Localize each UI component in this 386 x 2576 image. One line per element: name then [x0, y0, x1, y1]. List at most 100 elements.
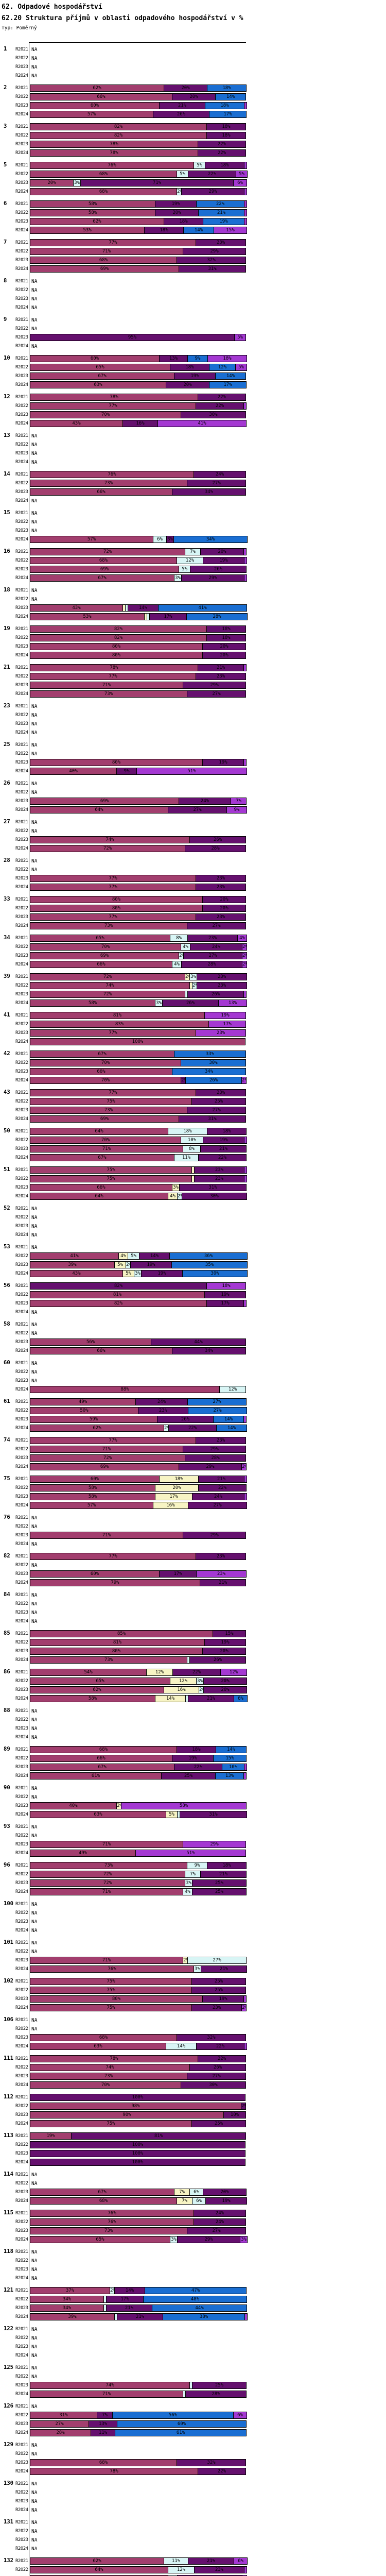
bar-segment-rec — [178, 1811, 180, 1818]
year-label: R2024 — [15, 73, 28, 78]
bar-segment-pop: 75% — [30, 1176, 192, 1182]
year-label: R2021 — [15, 858, 28, 863]
table-row: R2021 NA — [15, 432, 246, 439]
table-row: R2024 65% 3% 29% 3% — [15, 2236, 248, 2243]
bar-segment-pop: 70% — [30, 1060, 181, 1066]
bar-group: 126 R2021 NA R2022 31% 7% 56% 6% R2023 27% 13% 60% R… — [4, 2403, 247, 2436]
bar-segment-pop: 64% — [30, 1128, 168, 1134]
group-id-label: 113 — [4, 2132, 13, 2139]
year-label: R2021 — [15, 1979, 28, 1984]
group-id-label: 114 — [4, 2171, 13, 2177]
group-id-label: 10 — [4, 355, 10, 361]
stacked-bar: 39% 21% 38% — [30, 2313, 248, 2320]
stacked-bar: 65% 3% 29% 3% — [30, 2236, 248, 2243]
table-row: R2021 78% 22% — [15, 2055, 246, 2062]
bar-group: 58 R2021 NA R2022 NA R2023 56% 44% R2024 66% 34% — [4, 1321, 246, 1354]
bar-segment-rec: 2% — [164, 1425, 169, 1431]
stacked-bar: 100% — [30, 2150, 245, 2157]
stacked-bar: 60% 21% 18% — [30, 102, 247, 109]
table-row: R2023 82% 17% — [15, 1300, 247, 1307]
year-label: R2023 — [15, 760, 28, 765]
bar-segment-pop: 76% — [30, 162, 194, 168]
table-row: R2023 60% 17% 23% — [15, 1570, 247, 1578]
year-label: R2021 — [15, 2481, 28, 2486]
bar-segment-rec: 4% — [181, 944, 190, 950]
na-value: NA — [31, 1735, 38, 1740]
stacked-bar: 62% 20% 18% — [30, 84, 247, 92]
table-row: R2023 27% 13% 60% — [15, 2420, 247, 2428]
bar-segment-pop: 78% — [30, 665, 198, 671]
bar-segment-pop: 58% — [30, 210, 155, 216]
bar-segment-pop: 77% — [30, 875, 196, 882]
stacked-bar: 65% 18% 12% 5% — [30, 364, 247, 371]
na-value: NA — [31, 1619, 38, 1624]
group-id-label: 111 — [4, 2055, 13, 2061]
bar-segment-ziv: 7% — [177, 2198, 192, 2204]
bar-group: 23 R2021 NA R2022 NA R2023 NA R2024 NA — [4, 703, 246, 736]
table-row: R2024 64% 27% 9% — [15, 806, 247, 814]
bar-segment-oba: 29% — [179, 1464, 242, 1470]
bar-segment-pop: 31% — [30, 2412, 97, 2418]
group-id-label: 131 — [4, 2519, 13, 2525]
table-row: R2022 NA — [15, 55, 246, 62]
bar-segment-pop: 71% — [30, 1957, 183, 1963]
stacked-bar-chart: 1 R2021 NA R2022 NA R2023 NA R2024 NA 2 R2021 62% 20… — [4, 42, 248, 2576]
stacked-bar: 68% 32% — [30, 2459, 246, 2466]
group-id-label: 84 — [4, 1591, 10, 1598]
year-label: R2022 — [15, 1447, 28, 1452]
year-label: R2022 — [15, 867, 28, 872]
year-label: R2021 — [15, 2443, 28, 2448]
bar-segment-rec: 10% — [181, 1137, 203, 1143]
group-id-label: 1 — [4, 46, 7, 52]
year-label: R2022 — [15, 1872, 28, 1877]
bar-segment-pop: 100% — [30, 1039, 245, 1045]
table-row: R2021 60% 18% 21% — [15, 1476, 247, 1483]
bar-segment-ziv — [192, 1176, 195, 1182]
bar-segment-oba: 26% — [190, 1657, 245, 1663]
na-value: NA — [31, 742, 38, 748]
table-row: R2023 34% 21% 44% — [15, 2304, 247, 2312]
bar-segment-rec: 5% — [179, 566, 190, 572]
na-value: NA — [31, 820, 38, 825]
table-row: R2023 77% 23% — [15, 875, 246, 882]
bar-segment-pop: 56% — [30, 1339, 151, 1345]
bar-segment-rec: 8% — [170, 935, 188, 941]
table-row: R2024 NA — [15, 2545, 246, 2552]
bar-segment-oba: 27% — [187, 1107, 245, 1113]
table-row: R2024 NA — [15, 2352, 246, 2359]
bar-segment-oba: 19% — [142, 1270, 183, 1277]
stacked-bar: 78% 21% — [30, 664, 247, 671]
bar-segment-ost: 2% — [242, 1464, 246, 1470]
year-label: R2021 — [15, 704, 28, 709]
bar-segment-skl: 44% — [152, 2305, 247, 2311]
table-row: R2021 NA — [15, 1244, 246, 1251]
bar-group: 6 R2021 58% 19% 22% R2022 58% 20% 21% R2023 62% 18%… — [4, 200, 247, 234]
group-id-label: 25 — [4, 741, 10, 748]
stacked-bar: 75%23%2% — [30, 2004, 247, 2011]
year-label: R2021 — [15, 2133, 28, 2139]
bar-segment-oba: 20% — [166, 382, 209, 388]
stacked-bar: 71%2%27% — [30, 1957, 247, 1964]
stacked-bar: 72% 7% 20% — [30, 548, 247, 555]
stacked-bar: 28% 11% 61% — [30, 2429, 247, 2436]
table-row: R2022 NA — [15, 1368, 246, 1376]
year-label: R2021 — [15, 2288, 28, 2293]
bar-segment-pop: 58% — [30, 1000, 155, 1006]
table-row: R2021 77% 23% — [15, 239, 246, 246]
group-id-label: 86 — [4, 1669, 10, 1675]
year-label: R2023 — [15, 142, 28, 147]
year-label: R2023 — [15, 1571, 28, 1577]
bar-segment-oba: 14% — [115, 2287, 145, 2294]
year-label: R2024 — [15, 189, 28, 194]
bar-segment-oba: 28% — [185, 1455, 245, 1461]
year-label: R2023 — [15, 2383, 28, 2388]
stacked-bar: 80% 20% — [30, 652, 246, 659]
bar-segment-oba: 19% — [155, 201, 197, 207]
stacked-bar: 66% 3% 31% — [30, 1184, 247, 1191]
year-label: R2024 — [15, 1078, 28, 1083]
year-label: R2024 — [15, 2430, 28, 2435]
stacked-bar: 41% 4% 5% 14% 36% — [30, 1252, 248, 1260]
year-label: R2022 — [15, 2374, 28, 2379]
